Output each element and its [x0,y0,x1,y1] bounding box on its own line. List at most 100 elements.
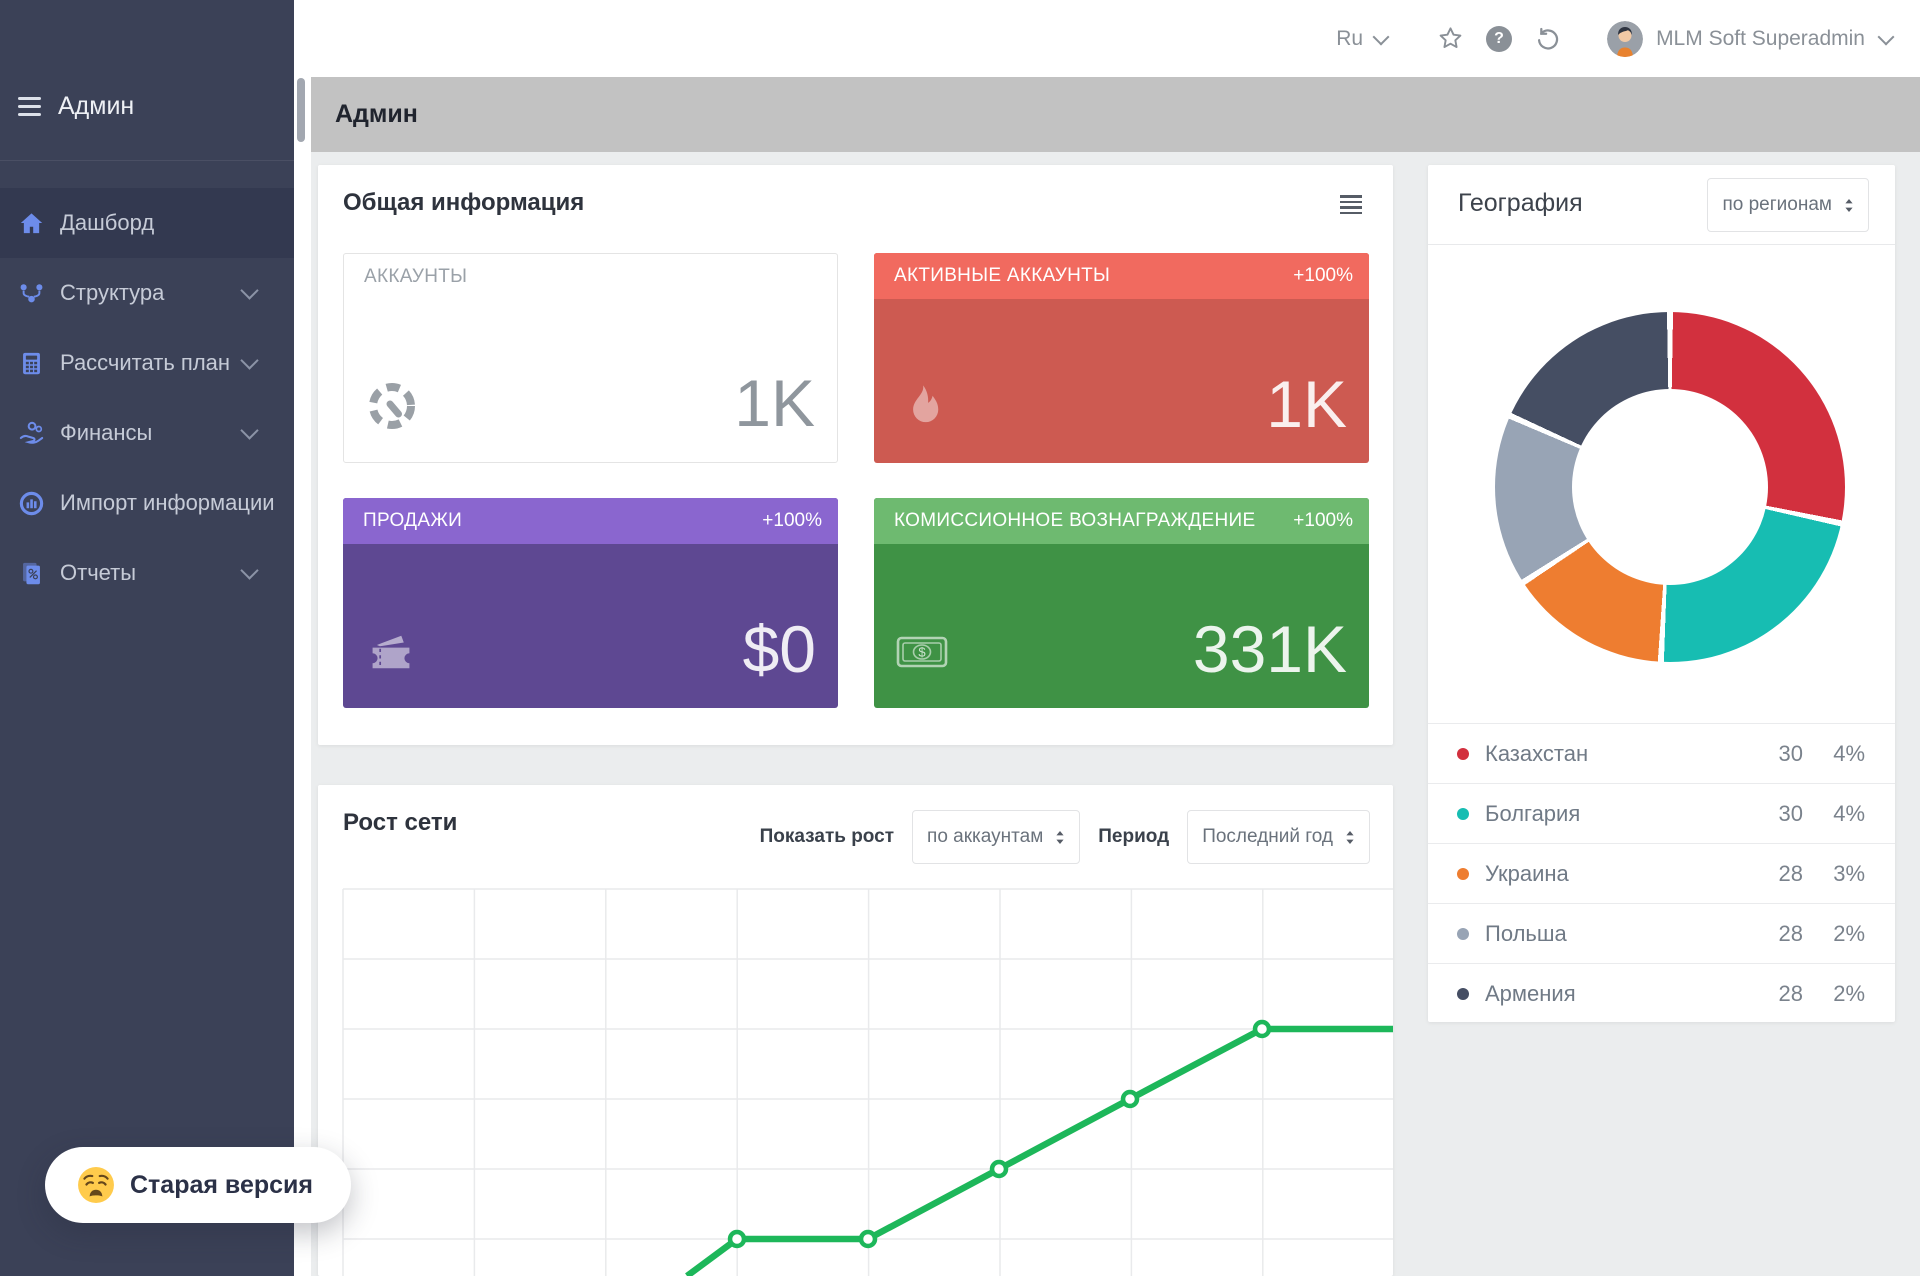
sidebar-item-dashboard[interactable]: Дашборд [0,188,294,258]
legend-dot-icon [1457,988,1469,1000]
legend-row: Болгария 304% [1428,783,1895,843]
legend-percent: 4% [1803,801,1865,827]
weary-face-emoji [77,1166,115,1204]
menu-toggle-icon[interactable] [18,97,41,116]
structure-icon [18,280,45,307]
help-icon[interactable]: ? [1486,26,1512,52]
legend-country: Польша [1485,921,1567,947]
stat-tile-accounts: АККАУНТЫ1K [343,253,838,463]
page-title: Админ [335,100,418,129]
legend-dot-icon [1457,748,1469,760]
sidebar-item-import[interactable]: Импорт информации [0,468,294,538]
sidebar-item-reports[interactable]: Отчеты [0,538,294,608]
sidebar-header-label: Админ [58,92,134,121]
geography-title: География [1458,189,1583,218]
gauge-icon [366,380,418,432]
sidebar-item-label: Дашборд [60,210,154,236]
tile-label: АККАУНТЫ [364,266,467,288]
avatar[interactable] [1607,21,1643,57]
legend-country: Украина [1485,861,1569,887]
ticket-icon [365,626,417,678]
sidebar-item-label: Отчеты [60,560,136,586]
geography-legend: Казахстан304%Болгария304%Украина283%Поль… [1428,723,1895,1023]
sidebar-item-label: Финансы [60,420,152,446]
growth-line-chart [318,785,1393,1276]
legend-country: Армения [1485,981,1576,1007]
refresh-icon[interactable] [1534,25,1561,52]
legend-percent: 2% [1803,921,1865,947]
chevron-down-icon [240,281,258,299]
language-switcher[interactable]: Ru [1336,27,1363,51]
tile-label: КОМИССИОННОЕ ВОЗНАГРАЖДЕНИЕ [894,510,1255,532]
legend-row: Казахстан 304% [1428,723,1895,783]
sidebar-item-label: Рассчитать план [60,350,230,376]
card-menu-icon[interactable] [1340,195,1362,214]
tile-header: АККАУНТЫ [344,254,837,300]
sidebar-menu: Дашборд Структура Рассчитать план Финансы Им… [0,188,294,608]
geography-donut-chart [1495,312,1845,662]
flame-icon [896,381,948,433]
legend-row: Украина 283% [1428,843,1895,903]
chevron-down-icon[interactable] [1373,28,1390,45]
calculator-icon [18,350,45,377]
legend-row: Армения 282% [1428,963,1895,1023]
legend-percent: 3% [1803,861,1865,887]
sidebar-item-label: Импорт информации [60,490,275,516]
overview-card: Общая информация АККАУНТЫ1KАКТИВНЫЕ АККА… [318,165,1393,745]
scrollbar-track[interactable] [294,0,311,1276]
divider [1428,244,1895,245]
tile-badge: +100% [1293,510,1353,532]
star-icon[interactable] [1437,25,1464,52]
app: Админ Дашборд Структура Рассчитать план Фин… [0,0,1920,1276]
home-icon [18,210,45,237]
legend-dot-icon [1457,808,1469,820]
reports-icon [18,560,45,587]
legend-value: 30 [1747,801,1803,827]
topbar: Ru ? MLM Soft Superadmin [311,0,1920,77]
banknote-icon: $ [896,626,948,678]
stat-tile-active-accounts: АКТИВНЫЕ АККАУНТЫ+100% 1K [874,253,1369,463]
svg-text:$: $ [918,645,926,660]
legend-value: 28 [1747,861,1803,887]
scrollbar-thumb[interactable] [297,78,305,142]
stat-tile-commission: КОМИССИОННОЕ ВОЗНАГРАЖДЕНИЕ+100%$331K [874,498,1369,708]
user-menu[interactable]: MLM Soft Superadmin [1656,27,1865,51]
old-version-button[interactable]: Старая версия [45,1147,351,1223]
geography-filter-select[interactable]: по регионам [1707,178,1869,232]
tile-badge: +100% [762,510,822,532]
legend-dot-icon [1457,868,1469,880]
tile-header: КОМИССИОННОЕ ВОЗНАГРАЖДЕНИЕ +100% [874,498,1369,544]
legend-country: Болгария [1485,801,1580,827]
legend-country: Казахстан [1485,741,1588,767]
growth-card: Рост сети Показать рост по аккаунтам Пер… [318,785,1393,1276]
page-titlebar: Админ [311,77,1920,152]
sidebar-item-calc-plan[interactable]: Рассчитать план [0,328,294,398]
tile-header: ПРОДАЖИ +100% [343,498,838,544]
chevron-down-icon [240,561,258,579]
legend-percent: 2% [1803,981,1865,1007]
sidebar-divider [0,160,294,161]
sidebar-item-structure[interactable]: Структура [0,258,294,328]
legend-value: 28 [1747,981,1803,1007]
tile-label: АКТИВНЫЕ АККАУНТЫ [894,265,1110,287]
chevron-down-icon [240,421,258,439]
sidebar-item-label: Структура [60,280,164,306]
tile-value: 1K [1266,371,1347,437]
legend-dot-icon [1457,928,1469,940]
tile-label: ПРОДАЖИ [363,510,462,532]
legend-percent: 4% [1803,741,1865,767]
tile-header: АКТИВНЫЕ АККАУНТЫ+100% [874,253,1369,299]
sidebar-item-finance[interactable]: Финансы [0,398,294,468]
old-version-label: Старая версия [130,1171,313,1200]
finance-icon [18,420,45,447]
sidebar-header[interactable]: Админ [0,78,294,134]
chevron-down-icon[interactable] [1878,28,1895,45]
select-arrows-icon [1844,198,1854,213]
sidebar: Админ Дашборд Структура Рассчитать план Фин… [0,0,294,1276]
stat-tile-sales: ПРОДАЖИ +100% $0 [343,498,838,708]
legend-value: 30 [1747,741,1803,767]
legend-row: Польша 282% [1428,903,1895,963]
chevron-down-icon [240,351,258,369]
tile-value: $0 [743,616,816,682]
legend-value: 28 [1747,921,1803,947]
